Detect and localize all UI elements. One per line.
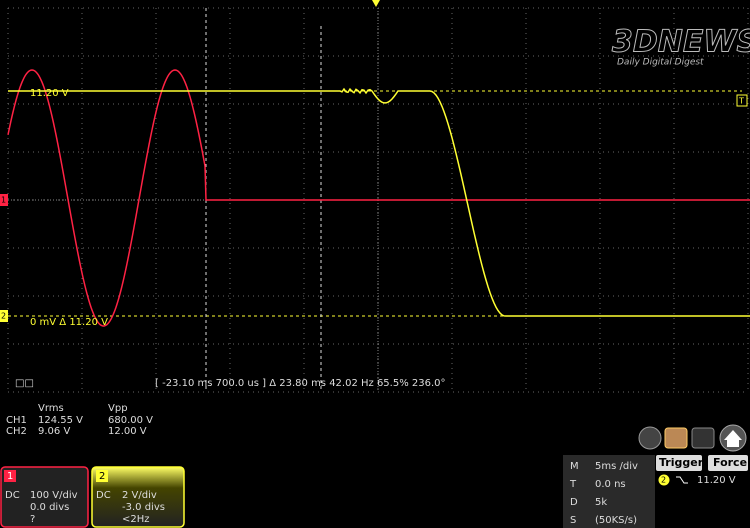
ch2-freq: <2Hz bbox=[122, 514, 150, 525]
ch2-offset: -3.0 divs bbox=[122, 502, 165, 513]
slope-icon bbox=[676, 476, 688, 484]
trigger-level-marker bbox=[736, 94, 748, 107]
ch1-freq: ? bbox=[30, 514, 35, 525]
toolbar bbox=[638, 424, 747, 452]
meas-cell: 12.00 V bbox=[108, 426, 147, 437]
home-icon bbox=[724, 430, 742, 447]
ch2-ground: 0 mV Δ 11.20 V bbox=[30, 317, 108, 328]
meas-cell: 9.06 V bbox=[38, 426, 70, 437]
force-button-label: Force bbox=[713, 456, 747, 469]
trigger-position bbox=[372, 0, 380, 7]
icon-button[interactable] bbox=[638, 426, 662, 450]
ch2-coupling: DC bbox=[96, 490, 111, 501]
meas-cell: 124.55 V bbox=[38, 415, 83, 426]
meas-cell: CH1 bbox=[6, 415, 27, 426]
icon-button[interactable] bbox=[691, 427, 715, 449]
ch1-marker-label: 1 bbox=[1, 196, 6, 205]
ch2-box[interactable] bbox=[91, 466, 185, 528]
ch1-scale: 100 V/div bbox=[30, 490, 78, 501]
ch1-coupling: DC bbox=[5, 490, 20, 501]
trigger-button-label: Trigger bbox=[659, 456, 704, 469]
ch2-marker bbox=[0, 310, 8, 322]
meas-cell: CH2 bbox=[6, 426, 27, 437]
timebase-value: 0.0 ns bbox=[595, 479, 626, 490]
ch2-tab bbox=[96, 470, 108, 482]
timebase-rows: M 5ms /div T 0.0 ns D 5k S (50KS/s) bbox=[569, 461, 638, 526]
logo-brand: 3DNEWS bbox=[612, 25, 750, 60]
meas-header: Vpp bbox=[108, 403, 128, 414]
ch1-box[interactable] bbox=[0, 466, 89, 528]
icon-button[interactable] bbox=[664, 427, 688, 449]
trigger-source-badge bbox=[658, 474, 670, 486]
trigger-button[interactable] bbox=[656, 455, 702, 471]
timebase-key: D bbox=[570, 497, 578, 508]
timebase-key: T bbox=[569, 479, 577, 490]
ch1-trace bbox=[7, 69, 750, 327]
timebase-value: 5k bbox=[595, 497, 607, 508]
ch2-marker-label: 2 bbox=[1, 312, 6, 321]
timebase-value: 5ms /div bbox=[595, 461, 638, 472]
ch1-marker bbox=[0, 194, 8, 206]
trigger-source: 2 bbox=[661, 476, 666, 485]
timebase-key: S bbox=[570, 515, 576, 526]
cursor-readout: [ -23.10 ms 700.0 us ] Δ 23.80 ms 42.02 … bbox=[155, 378, 446, 389]
trigger-level: 11.20 V bbox=[697, 475, 736, 486]
ch2-trace bbox=[8, 87, 750, 317]
cursor-icon: □□ bbox=[15, 378, 34, 389]
timebase-value: (50KS/s) bbox=[595, 515, 637, 526]
ch1-number: 1 bbox=[7, 471, 13, 482]
timebase-key: M bbox=[570, 461, 579, 472]
ch1-tab bbox=[4, 470, 16, 482]
timebase-panel bbox=[563, 455, 655, 528]
ch1-offset: 0.0 divs bbox=[30, 502, 69, 513]
ch2-level: 11.20 V bbox=[30, 88, 69, 99]
logo-tagline: Daily Digital Digest bbox=[617, 58, 704, 68]
trigger-level-label: T bbox=[738, 97, 744, 106]
meas-cell: 680.00 V bbox=[108, 415, 153, 426]
force-button[interactable] bbox=[708, 455, 748, 471]
meas-header: Vrms bbox=[38, 403, 64, 414]
ch2-number: 2 bbox=[99, 471, 105, 482]
ch2-scale: 2 V/div bbox=[122, 490, 157, 501]
